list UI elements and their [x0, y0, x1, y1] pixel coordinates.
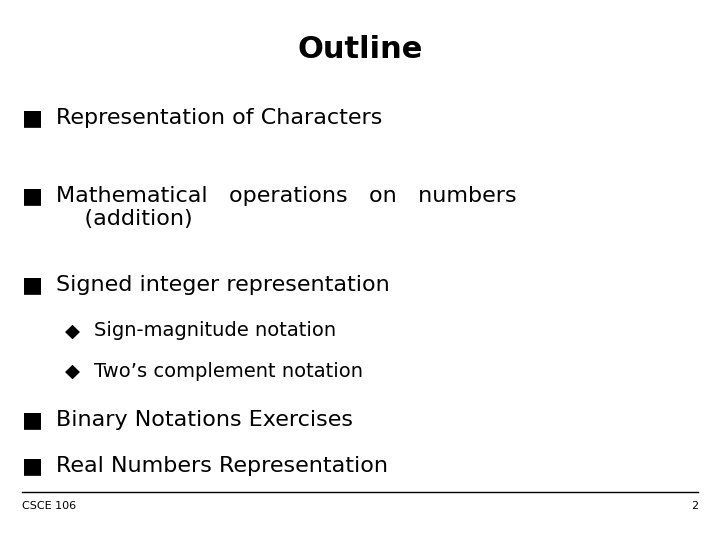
Text: CSCE 106: CSCE 106 [22, 501, 76, 511]
Text: Sign-magnitude notation: Sign-magnitude notation [94, 321, 336, 340]
Text: Two’s complement notation: Two’s complement notation [94, 362, 363, 381]
Text: ■: ■ [22, 108, 42, 128]
Text: Representation of Characters: Representation of Characters [56, 108, 382, 128]
Text: ■: ■ [22, 410, 42, 430]
Text: ■: ■ [22, 275, 42, 295]
Text: Real Numbers Representation: Real Numbers Representation [56, 456, 388, 476]
Text: Binary Notations Exercises: Binary Notations Exercises [56, 410, 353, 430]
Text: Mathematical   operations   on   numbers
    (addition): Mathematical operations on numbers (addi… [56, 186, 517, 230]
Text: ■: ■ [22, 456, 42, 476]
Text: 2: 2 [691, 501, 698, 511]
Text: Outline: Outline [297, 35, 423, 64]
Text: ■: ■ [22, 186, 42, 206]
Text: ◆: ◆ [65, 362, 80, 381]
Text: Signed integer representation: Signed integer representation [56, 275, 390, 295]
Text: ◆: ◆ [65, 321, 80, 340]
